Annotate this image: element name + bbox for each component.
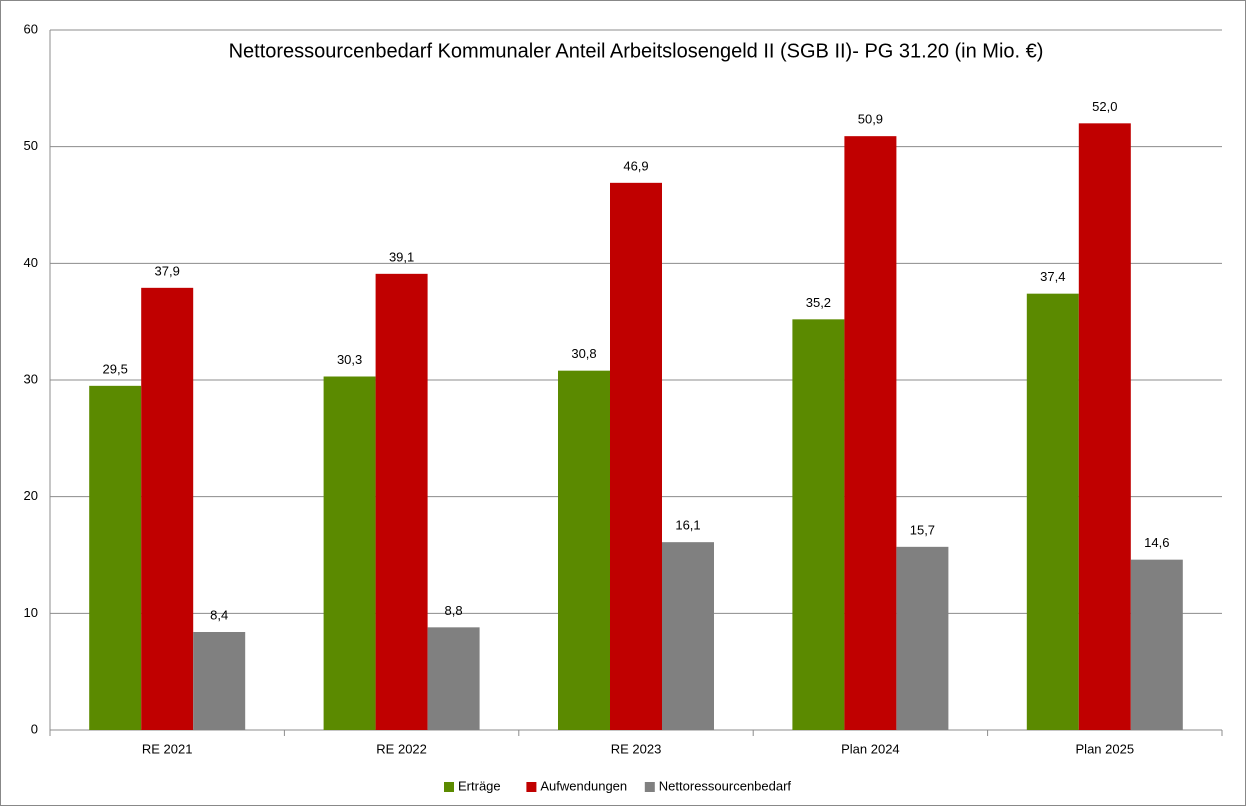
- x-tick-label: RE 2022: [376, 741, 427, 756]
- value-label: 29,5: [103, 361, 128, 376]
- bar: [896, 546, 949, 730]
- x-tick-label: Plan 2024: [841, 741, 900, 756]
- bar: [193, 632, 246, 730]
- legend-label: Erträge: [458, 778, 501, 793]
- legend-swatch: [644, 782, 655, 792]
- bar: [427, 627, 480, 730]
- value-label: 37,9: [155, 263, 180, 278]
- value-label: 35,2: [806, 295, 831, 310]
- bar: [323, 376, 376, 730]
- x-tick-label: RE 2023: [611, 741, 662, 756]
- y-tick-label: 60: [24, 21, 38, 36]
- value-label: 46,9: [623, 158, 648, 173]
- y-tick-label: 30: [24, 371, 38, 386]
- bar: [1078, 123, 1131, 731]
- x-tick-label: Plan 2025: [1076, 741, 1135, 756]
- bar: [141, 287, 194, 730]
- y-tick-label: 0: [31, 721, 38, 736]
- legend-swatch: [526, 782, 537, 792]
- bar: [792, 319, 845, 730]
- legend-label: Aufwendungen: [540, 778, 627, 793]
- value-label: 39,1: [389, 249, 414, 264]
- chart-title: Nettoressourcenbedarf Kommunaler Anteil …: [229, 40, 1044, 62]
- value-label: 50,9: [858, 112, 883, 127]
- bar: [844, 136, 897, 730]
- bar: [558, 370, 610, 730]
- value-label: 15,7: [910, 522, 935, 537]
- value-label: 37,4: [1040, 269, 1065, 284]
- value-label: 30,8: [571, 346, 596, 361]
- bar: [610, 182, 662, 731]
- bar: [89, 385, 142, 730]
- value-label: 52,0: [1092, 99, 1117, 114]
- bar: [1026, 293, 1079, 730]
- bar: [662, 542, 714, 730]
- legend-label: Nettoressourcenbedarf: [659, 778, 792, 793]
- value-label: 8,4: [210, 607, 228, 622]
- legend-swatch: [444, 782, 454, 792]
- y-tick-label: 50: [24, 138, 38, 153]
- y-tick-label: 10: [24, 605, 38, 620]
- bar: [375, 273, 428, 730]
- x-tick-label: RE 2021: [142, 741, 193, 756]
- y-tick-label: 40: [24, 255, 38, 270]
- value-label: 16,1: [675, 518, 700, 533]
- value-label: 8,8: [445, 603, 463, 618]
- value-label: 14,6: [1144, 535, 1169, 550]
- value-label: 30,3: [337, 352, 362, 367]
- y-tick-label: 20: [24, 488, 38, 503]
- bar: [1130, 559, 1183, 730]
